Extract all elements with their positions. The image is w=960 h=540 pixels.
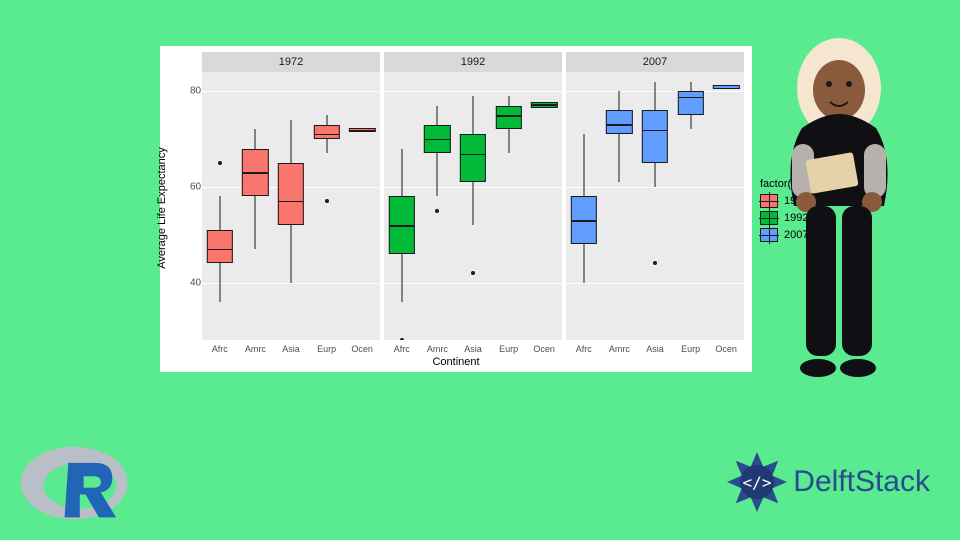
facet-strip: 1992 bbox=[384, 52, 562, 72]
plot-area bbox=[566, 72, 744, 340]
x-axis-label: Continent bbox=[432, 356, 479, 368]
x-tick: Ocen bbox=[526, 344, 562, 354]
x-tick: Amrc bbox=[420, 344, 456, 354]
x-tick: Afrc bbox=[202, 344, 238, 354]
y-tick: 80 bbox=[190, 86, 201, 97]
x-tick: Amrc bbox=[238, 344, 274, 354]
box-slot bbox=[637, 72, 673, 340]
x-tick: Asia bbox=[273, 344, 309, 354]
delftstack-emblem-icon: </> bbox=[725, 450, 789, 514]
box-slot bbox=[344, 72, 380, 340]
box-slot bbox=[526, 72, 562, 340]
box-slot bbox=[273, 72, 309, 340]
person-illustration-icon bbox=[764, 32, 914, 396]
facet-panel: 2007 bbox=[566, 52, 744, 340]
box-slot bbox=[566, 72, 602, 340]
facet-panel: 1972 bbox=[202, 52, 380, 340]
box-slot bbox=[602, 72, 638, 340]
box-slot bbox=[455, 72, 491, 340]
chart-card: Average Life Expectancy Continent 406080… bbox=[160, 46, 752, 372]
delftstack-text: DelftStack bbox=[793, 465, 930, 499]
y-axis-label: Average Life Expectancy bbox=[156, 147, 168, 268]
facet-panels: 197219922007 bbox=[202, 52, 744, 340]
delftstack-logo: </> DelftStack bbox=[725, 450, 930, 514]
svg-text:</>: </> bbox=[743, 473, 772, 492]
r-logo-icon bbox=[18, 440, 134, 526]
box-slot bbox=[491, 72, 527, 340]
x-tick: Amrc bbox=[602, 344, 638, 354]
box-slot bbox=[708, 72, 744, 340]
box-slot bbox=[202, 72, 238, 340]
facet-strip: 2007 bbox=[566, 52, 744, 72]
x-tick: Afrc bbox=[384, 344, 420, 354]
x-tick: Eurp bbox=[673, 344, 709, 354]
x-tick: Eurp bbox=[491, 344, 527, 354]
box-slot bbox=[238, 72, 274, 340]
x-tick: Asia bbox=[637, 344, 673, 354]
box-slot bbox=[673, 72, 709, 340]
x-tick: Ocen bbox=[344, 344, 380, 354]
chart-surface: Average Life Expectancy Continent 406080… bbox=[168, 52, 744, 364]
x-tick: Afrc bbox=[566, 344, 602, 354]
facet-strip: 1972 bbox=[202, 52, 380, 72]
x-tick: Eurp bbox=[309, 344, 345, 354]
x-tick: Asia bbox=[455, 344, 491, 354]
plot-area bbox=[384, 72, 562, 340]
x-ticks: AfrcAmrcAsiaEurpOcenAfrcAmrcAsiaEurpOcen… bbox=[202, 344, 744, 354]
box-slot bbox=[309, 72, 345, 340]
y-tick: 40 bbox=[190, 277, 201, 288]
x-tick: Ocen bbox=[708, 344, 744, 354]
box-slot bbox=[384, 72, 420, 340]
facet-panel: 1992 bbox=[384, 52, 562, 340]
box-slot bbox=[420, 72, 456, 340]
y-tick: 60 bbox=[190, 181, 201, 192]
plot-area bbox=[202, 72, 380, 340]
